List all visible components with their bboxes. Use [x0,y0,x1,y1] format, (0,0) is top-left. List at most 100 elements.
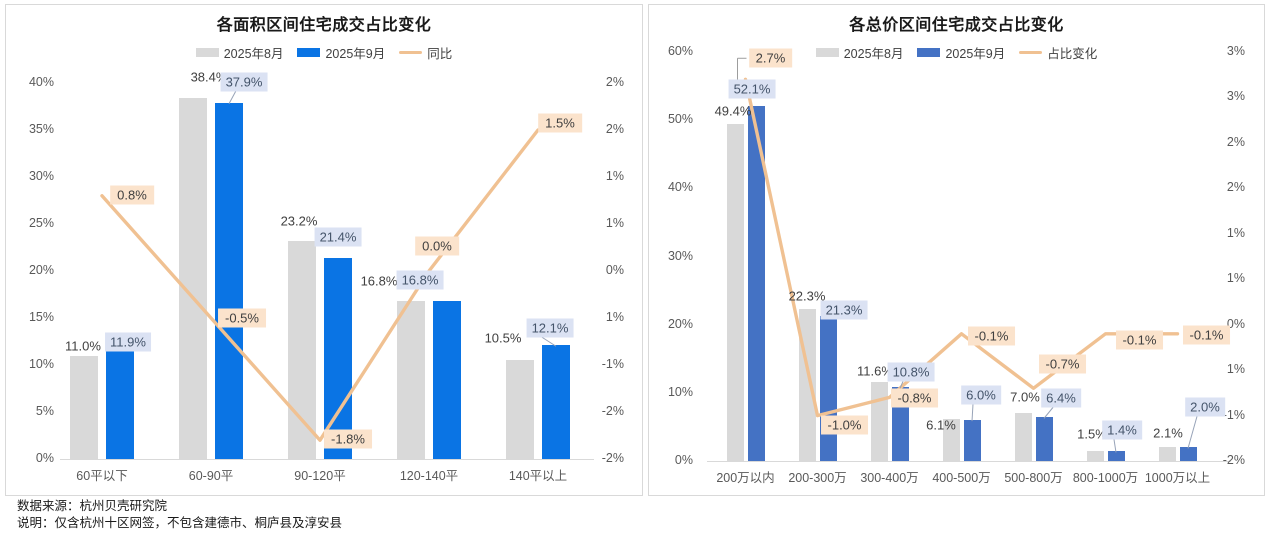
line-value-label: 0.0% [415,236,459,256]
bar-value-label-aug: 38.4% [190,69,228,85]
left-axis-tick-label: 40% [28,75,54,89]
left-axis-tick-label: 10% [667,384,693,399]
left-axis-tick-label: 50% [667,112,693,127]
right-axis-tick-label: 2% [605,75,624,89]
category-label: 200-300万 [788,471,847,485]
line-value-label: 2.7% [748,48,793,68]
bar-aug [397,301,425,459]
left-axis-tick-label: 10% [28,357,54,371]
category-label: 90-120平 [294,469,346,483]
bar-value-label-sep: 2.0% [1185,397,1225,417]
label-leader-line [1187,416,1198,449]
bar-value-label-sep: 37.9% [220,72,268,92]
line-value-label: -0.8% [890,388,939,408]
right-axis-tick-label: 2% [1226,134,1245,149]
note-text: 说明：仅含杭州十区网签，不包含建德市、桐庐县及淳安县 [17,516,343,530]
left-axis-tick-label: 40% [667,180,693,195]
legend-label: 同比 [427,47,453,61]
bar-value-label-aug: 16.8% [360,273,398,289]
category-label: 200万以内 [716,471,775,485]
bar-value-label-aug: 2.1% [1153,425,1183,441]
bar-sep [433,301,461,459]
trend-line [100,128,540,442]
bar-sep [963,420,981,461]
right-axis-tick-label: -2% [601,451,624,465]
category-label: 1000万以上 [1144,471,1211,485]
right-axis-tick-label: -1% [1222,407,1245,422]
bar-aug [726,124,744,461]
line-value-label: -1.8% [324,429,372,449]
bar-value-label-sep: 10.8% [887,362,935,382]
right-axis-tick-label: -2% [601,404,624,418]
line-value-label: -0.1% [1115,330,1164,350]
right-axis-tick-label: 0% [1226,316,1245,331]
left-axis-tick-label: 25% [28,216,54,230]
right-axis-tick-label: 3% [1226,89,1245,104]
bar-aug [798,308,816,461]
x-axis-line [60,459,594,460]
legend-bar-swatch [815,48,839,57]
bar-value-label-sep: 21.4% [314,227,362,247]
bar-aug [506,360,534,459]
line-value-label: -0.7% [1038,354,1087,374]
bar-aug [1086,450,1104,461]
bar-value-label-sep: 11.9% [105,332,151,352]
bar-value-label-sep: 21.3% [820,300,868,320]
bar-value-label-aug: 23.2% [280,213,318,229]
category-label: 300-400万 [860,471,919,485]
bar-value-label-sep: 6.0% [961,385,1001,405]
bar-value-label-sep: 1.4% [1102,420,1142,440]
line-value-label: -0.1% [967,326,1016,346]
left-axis-tick-label: 0% [674,453,693,467]
bar-value-label-sep: 6.4% [1041,388,1081,408]
bar-sep [1179,447,1197,461]
bar-sep [106,347,134,459]
legend-label: 占比变化 [1047,47,1098,61]
left-axis-tick-label: 30% [667,248,693,263]
left-axis-tick-label: 20% [28,263,54,277]
left-axis-tick-label: 30% [28,169,54,183]
bar-sep [1107,451,1125,461]
bar-value-label-aug: 7.0% [1010,389,1040,405]
line-value-label: -1.0% [820,415,869,435]
legend-bar-swatch [917,48,941,57]
legend-bar-swatch [195,48,219,57]
bar-value-label-aug: 6.1% [926,417,956,433]
chart-title: 各面积区间住宅成交占比变化 [216,17,432,34]
bar-value-label-sep: 16.8% [396,270,444,290]
bar-aug [288,240,316,459]
bar-value-label-aug: 10.5% [484,330,522,346]
right-axis-tick-label: -1% [601,357,624,371]
legend-line-swatch [1019,51,1043,54]
label-leader-line [971,404,974,422]
legend-label: 2025年8月 [843,47,904,61]
right-axis-tick-label: 1% [1226,362,1245,377]
legend-item: 2025年8月 [195,43,283,62]
bar-aug [70,355,98,459]
line-value-label: 1.5% [538,113,582,133]
legend-item: 2025年9月 [297,43,385,62]
area-range-chart-panel: 各面积区间住宅成交占比变化 2025年8月 2025年9月 同比 40% 35% 30%… [5,4,643,496]
bar-aug [870,381,888,461]
x-axis-line [707,461,1231,462]
legend-item: 占比变化 [1019,43,1097,62]
right-axis-tick-label: 1% [605,216,624,230]
left-axis-tick-label: 60% [667,44,693,58]
category-label: 140平以上 [508,469,568,483]
line-value-label: -0.1% [1182,325,1231,345]
right-axis-tick-label: 3% [1226,44,1245,58]
legend-bar-swatch [297,48,321,57]
bar-value-label-sep: 52.1% [728,79,776,99]
footer: 数据来源：杭州贝壳研究院 说明：仅含杭州十区网签，不包含建德市、桐庐县及淳安县 [17,498,342,532]
bar-sep [1035,417,1053,461]
line-value-label: 0.8% [110,185,154,205]
legend-line-swatch [399,51,423,54]
bar-value-label-aug: 11.0% [65,338,101,354]
category-label: 400-500万 [932,471,991,485]
left-axis-tick-label: 0% [35,451,54,465]
category-label: 800-1000万 [1072,471,1139,485]
legend-item: 2025年9月 [917,43,1005,62]
right-axis-tick-label: 1% [1226,225,1245,240]
bar-sep [542,345,570,459]
